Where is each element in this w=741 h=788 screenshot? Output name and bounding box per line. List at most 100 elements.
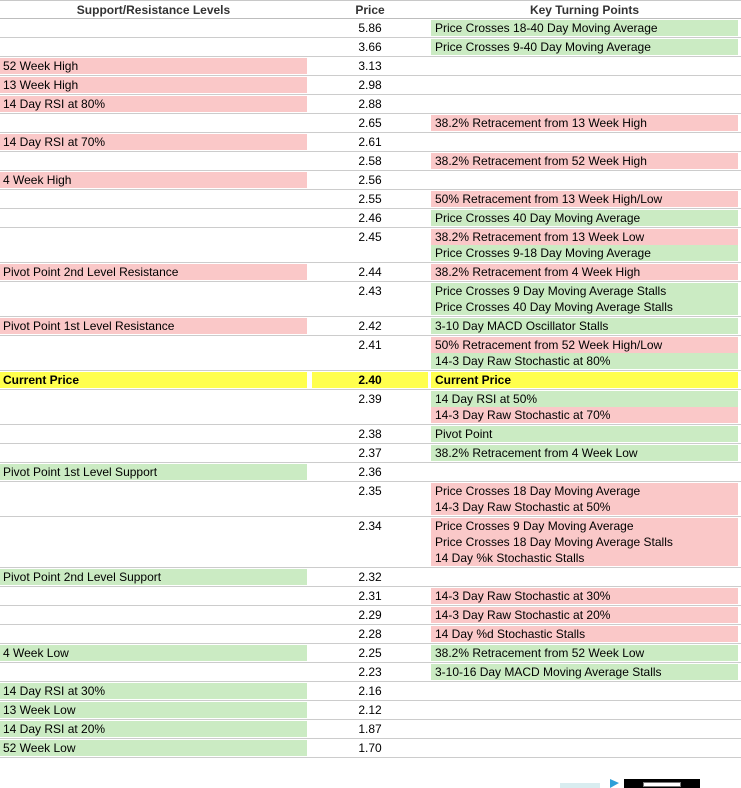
- turning-points-cell: Price Crosses 9 Day Moving Average Stall…: [431, 282, 738, 316]
- price-value: 2.29: [358, 608, 382, 622]
- support-resistance-label: 14 Day RSI at 30%: [0, 683, 307, 699]
- turning-points-cell: 38.2% Retracement from 4 Week High: [431, 263, 738, 281]
- price-value: 2.45: [358, 230, 382, 244]
- price-cell: 2.35: [312, 482, 428, 516]
- turning-point-label: 14-3 Day Raw Stochastic at 20%: [431, 607, 738, 623]
- price-value: 2.16: [358, 684, 382, 698]
- table-header-row: Support/Resistance Levels Price Key Turn…: [0, 1, 741, 19]
- price-cell: 2.88: [312, 95, 428, 113]
- table-row: Pivot Point 1st Level Resistance 2.42 3-10…: [0, 317, 741, 336]
- support-resistance-cell: [0, 209, 307, 227]
- support-resistance-cell: [0, 114, 307, 132]
- support-resistance-label: Pivot Point 2nd Level Resistance: [0, 264, 307, 280]
- price-value: 3.13: [358, 59, 382, 73]
- price-value: 2.65: [358, 116, 382, 130]
- table-row: 14 Day RSI at 20% 1.87: [0, 720, 741, 739]
- price-cell: 2.25: [312, 644, 428, 662]
- price-value: 1.87: [358, 722, 382, 736]
- turning-points-cell: 50% Retracement from 52 Week High/Low 14-…: [431, 336, 738, 370]
- support-resistance-cell: [0, 663, 307, 681]
- price-value: 5.86: [358, 21, 382, 35]
- turning-point-label: 3-10-16 Day MACD Moving Average Stalls: [431, 664, 738, 680]
- table-row: 2.34 Price Crosses 9 Day Moving Average Pr…: [0, 517, 741, 568]
- table-row: 2.41 50% Retracement from 52 Week High/Lo…: [0, 336, 741, 371]
- support-resistance-cell: 52 Week Low: [0, 739, 307, 757]
- support-resistance-cell: 14 Day RSI at 70%: [0, 133, 307, 151]
- support-resistance-cell: Pivot Point 2nd Level Resistance: [0, 263, 307, 281]
- price-cell: 2.43: [312, 282, 428, 316]
- turning-points-cell: 38.2% Retracement from 4 Week Low: [431, 444, 738, 462]
- turning-points-cell: Price Crosses 18 Day Moving Average 14-3 …: [431, 482, 738, 516]
- turning-points-cell: [431, 171, 738, 189]
- turning-points-cell: 50% Retracement from 13 Week High/Low: [431, 190, 738, 208]
- price-cell: 2.31: [312, 587, 428, 605]
- price-value: 2.61: [358, 135, 382, 149]
- price-cell: 2.36: [312, 463, 428, 481]
- price-cell: 2.45: [312, 228, 428, 262]
- support-resistance-label: 4 Week High: [0, 172, 307, 188]
- ad-logo[interactable]: [624, 779, 700, 788]
- support-resistance-label: 52 Week High: [0, 58, 307, 74]
- turning-points-cell: Current Price: [431, 371, 738, 389]
- turning-points-cell: Pivot Point: [431, 425, 738, 443]
- support-resistance-cell: [0, 190, 307, 208]
- support-resistance-cell: 4 Week Low: [0, 644, 307, 662]
- support-resistance-label: 14 Day RSI at 80%: [0, 96, 307, 112]
- turning-point-label: 50% Retracement from 52 Week High/Low: [431, 337, 738, 353]
- table-row: Current Price 2.40 Current Price: [0, 371, 741, 390]
- price-value: 2.28: [358, 627, 382, 641]
- support-resistance-cell: [0, 19, 307, 37]
- turning-point-label: 14 Day RSI at 50%: [431, 391, 738, 407]
- table-row: 2.45 38.2% Retracement from 13 Week Low Pr…: [0, 228, 741, 263]
- price-cell: 3.13: [312, 57, 428, 75]
- support-resistance-cell: [0, 517, 307, 567]
- price-cell: 2.65: [312, 114, 428, 132]
- turning-points-cell: [431, 739, 738, 757]
- turning-point-label: 14-3 Day Raw Stochastic at 30%: [431, 588, 738, 604]
- turning-points-cell: [431, 133, 738, 151]
- header-support-resistance: Support/Resistance Levels: [76, 2, 231, 17]
- support-resistance-cell: Pivot Point 2nd Level Support: [0, 568, 307, 586]
- price-value: 2.34: [358, 519, 382, 533]
- table-row: 14 Day RSI at 30% 2.16: [0, 682, 741, 701]
- price-cell: 2.32: [312, 568, 428, 586]
- price-value: 2.40: [312, 372, 428, 388]
- support-resistance-cell: [0, 444, 307, 462]
- support-resistance-cell: [0, 587, 307, 605]
- table-row: 14 Day RSI at 80% 2.88: [0, 95, 741, 114]
- price-cell: 2.23: [312, 663, 428, 681]
- price-cell: 2.40: [312, 371, 428, 389]
- price-cell: 1.87: [312, 720, 428, 738]
- price-value: 2.32: [358, 570, 382, 584]
- table-row: 2.65 38.2% Retracement from 13 Week High: [0, 114, 741, 133]
- turning-points-cell: [431, 95, 738, 113]
- price-cell: 2.39: [312, 390, 428, 424]
- turning-point-label: 38.2% Retracement from 4 Week Low: [431, 445, 738, 461]
- turning-points-cell: [431, 57, 738, 75]
- turning-point-label: 14-3 Day Raw Stochastic at 70%: [431, 407, 738, 423]
- turning-point-label: Price Crosses 18-40 Day Moving Average: [431, 20, 738, 36]
- price-cell: 5.86: [312, 19, 428, 37]
- price-cell: 1.70: [312, 739, 428, 757]
- price-value: 2.36: [358, 465, 382, 479]
- table-row: Pivot Point 2nd Level Support 2.32: [0, 568, 741, 587]
- turning-points-cell: Price Crosses 18-40 Day Moving Average: [431, 19, 738, 37]
- price-value: 2.39: [358, 392, 382, 406]
- table-row: 5.86 Price Crosses 18-40 Day Moving Avera…: [0, 19, 741, 38]
- table-row: 2.35 Price Crosses 18 Day Moving Average 1…: [0, 482, 741, 517]
- table-row: 2.58 38.2% Retracement from 52 Week High: [0, 152, 741, 171]
- price-cell: 2.42: [312, 317, 428, 335]
- turning-points-cell: Price Crosses 9 Day Moving Average Price …: [431, 517, 738, 567]
- table-row: 4 Week Low 2.25 38.2% Retracement from 52 …: [0, 644, 741, 663]
- turning-point-label: 38.2% Retracement from 13 Week Low: [431, 229, 738, 245]
- price-value: 2.37: [358, 446, 382, 460]
- support-resistance-cell: 14 Day RSI at 30%: [0, 682, 307, 700]
- turning-point-label: Price Crosses 18 Day Moving Average: [431, 483, 738, 499]
- turning-points-cell: 14 Day RSI at 50% 14-3 Day Raw Stochastic…: [431, 390, 738, 424]
- turning-point-label: Price Crosses 9 Day Moving Average Stall…: [431, 283, 738, 299]
- support-resistance-cell: 14 Day RSI at 80%: [0, 95, 307, 113]
- support-resistance-cell: Pivot Point 1st Level Support: [0, 463, 307, 481]
- turning-point-label: 14-3 Day Raw Stochastic at 50%: [431, 499, 738, 515]
- turning-point-label: Current Price: [431, 372, 738, 388]
- price-value: 2.23: [358, 665, 382, 679]
